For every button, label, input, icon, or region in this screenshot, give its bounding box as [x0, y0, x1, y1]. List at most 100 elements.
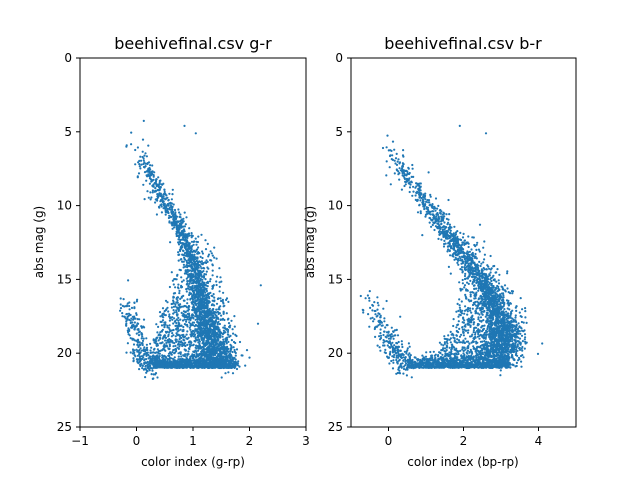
scatter-point — [140, 159, 143, 162]
scatter-point — [179, 361, 182, 365]
scatter-point — [176, 327, 180, 330]
scatter-point — [196, 305, 199, 308]
scatter-point — [147, 196, 150, 199]
scatter-point — [234, 351, 237, 355]
scatter-point — [156, 366, 159, 369]
scatter-point — [192, 317, 195, 320]
scatter-point — [178, 222, 181, 225]
scatter-point — [204, 273, 208, 276]
scatter-point — [408, 190, 411, 194]
scatter-point — [171, 188, 174, 191]
scatter-point — [164, 209, 167, 212]
scatter-point — [202, 340, 205, 343]
x-tick-label: −1 — [71, 434, 89, 448]
scatter-point — [159, 331, 162, 334]
scatter-point — [178, 289, 181, 292]
scatter-point — [136, 175, 139, 178]
scatter-point — [168, 331, 171, 334]
scatter-point — [200, 275, 204, 278]
scatter-point — [200, 287, 203, 290]
scatter-point — [225, 340, 228, 344]
scatter-point — [161, 315, 164, 318]
scatter-point — [212, 364, 215, 367]
scatter-point — [138, 159, 141, 162]
scatter-point — [193, 339, 197, 342]
scatter-point — [166, 330, 169, 333]
scatter-point — [171, 279, 174, 282]
scatter-point — [202, 307, 206, 310]
scatter-point — [181, 319, 185, 322]
scatter-point — [159, 192, 162, 195]
scatter-point — [130, 325, 134, 328]
scatter-point — [164, 323, 167, 326]
scatter-point — [168, 313, 171, 316]
scatter-point — [192, 293, 195, 297]
scatter-point — [219, 305, 222, 308]
scatter-point — [186, 325, 189, 328]
scatter-point — [177, 220, 180, 223]
scatter-point — [197, 263, 200, 266]
scatter-point — [202, 266, 205, 270]
scatter-point — [188, 314, 191, 318]
scatter-point — [142, 318, 146, 321]
scatter-point — [174, 223, 177, 227]
scatter-point — [205, 347, 208, 350]
scatter-point — [167, 199, 170, 202]
scatter-point — [131, 352, 134, 355]
scatter-point — [248, 356, 251, 359]
scatter-point — [228, 326, 231, 329]
scatter-point — [137, 339, 140, 342]
scatter-point — [127, 327, 130, 330]
scatter-point — [194, 336, 197, 339]
scatter-point — [192, 243, 195, 246]
scatter-point — [197, 321, 200, 324]
scatter-point — [233, 325, 236, 328]
scatter-point — [142, 159, 145, 162]
scatter-point — [169, 241, 172, 244]
scatter-point — [215, 357, 218, 360]
scatter-point — [201, 283, 205, 286]
scatter-point — [144, 361, 147, 364]
scatter-point — [473, 262, 476, 265]
scatter-point — [525, 321, 528, 324]
scatter-point — [173, 342, 176, 345]
scatter-point — [193, 260, 196, 264]
scatter-point — [224, 372, 227, 375]
scatter-point — [171, 341, 174, 344]
scatter-point — [146, 169, 149, 172]
scatter-point — [135, 324, 138, 327]
scatter-point — [215, 315, 218, 318]
scatter-point — [160, 211, 163, 214]
scatter-point — [226, 366, 229, 369]
scatter-point — [156, 376, 159, 379]
scatter-point — [178, 305, 181, 308]
scatter-point — [184, 233, 187, 236]
scatter-point — [171, 332, 174, 335]
scatter-point — [205, 336, 208, 340]
scatter-point — [157, 193, 160, 196]
scatter-point — [175, 322, 178, 325]
scatter-point — [202, 327, 205, 330]
scatter-point — [232, 346, 235, 349]
scatter-point — [201, 250, 204, 253]
scatter-point — [185, 251, 188, 254]
scatter-point — [200, 316, 203, 319]
scatter-point — [194, 237, 197, 240]
scatter-point — [222, 310, 225, 313]
scatter-point — [166, 339, 169, 342]
scatter-point — [235, 362, 238, 365]
scatter-point — [170, 221, 173, 224]
scatter-point — [188, 234, 191, 237]
scatter-point — [186, 266, 189, 269]
scatter-point — [216, 297, 219, 301]
scatter-point — [185, 244, 188, 247]
scatter-point — [147, 161, 151, 164]
scatter-point — [141, 138, 145, 141]
scatter-point — [204, 239, 207, 242]
scatter-point — [434, 209, 437, 212]
scatter-point — [154, 339, 157, 342]
scatter-point — [158, 355, 161, 358]
scatter-point — [142, 325, 145, 328]
scatter-point — [173, 356, 176, 359]
